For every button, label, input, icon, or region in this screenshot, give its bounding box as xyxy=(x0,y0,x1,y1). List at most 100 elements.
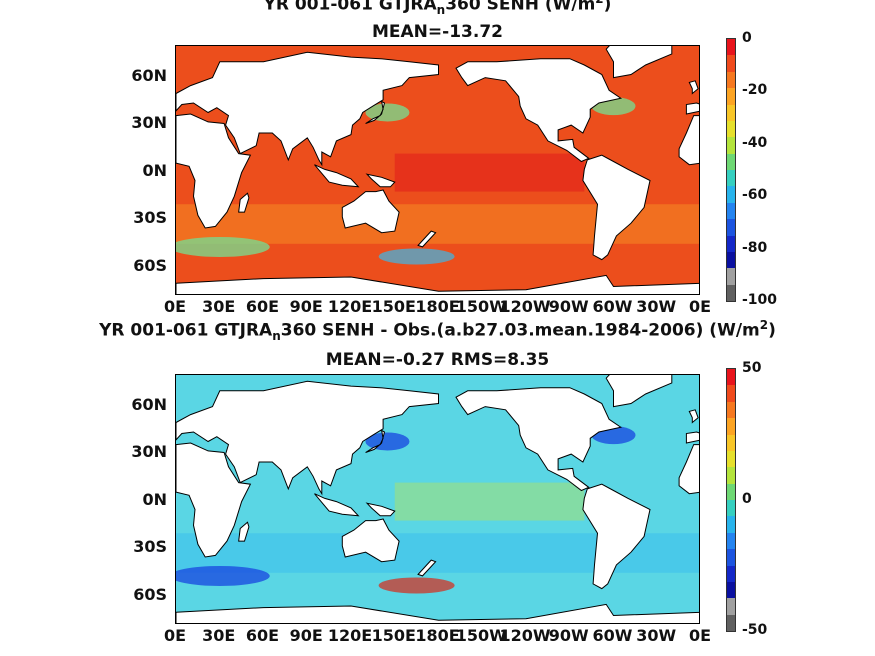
colorbar-swatch xyxy=(727,268,735,285)
colorbar-swatch xyxy=(727,598,735,615)
lon-label: 30E xyxy=(202,297,236,316)
map2-title: YR 001-061 GTJRAn360 SENH - Obs.(a.b27.0… xyxy=(99,318,776,344)
colorbar-swatch xyxy=(727,153,735,170)
lat-label: 30S xyxy=(133,208,167,228)
land-australia xyxy=(341,518,400,563)
lat-label: 30N xyxy=(131,442,167,462)
land-japan xyxy=(365,429,386,453)
land-antarctica xyxy=(176,274,699,294)
land-eurasia xyxy=(176,380,439,496)
colorbar-swatch xyxy=(727,369,735,386)
land-indonesia xyxy=(314,493,360,517)
map2-plot xyxy=(175,374,700,624)
lon-label: 90W xyxy=(548,626,589,645)
lon-label: 150W xyxy=(455,297,507,316)
land-greenland xyxy=(605,375,673,408)
land-uk xyxy=(688,80,699,95)
colorbar-swatch xyxy=(727,71,735,89)
land-japan xyxy=(365,100,386,124)
colorbar-swatch xyxy=(727,284,735,301)
colorbar-swatch xyxy=(727,401,735,419)
colorbar-tick-label: -100 xyxy=(742,292,778,308)
colorbar-swatch xyxy=(727,120,735,138)
colorbar-tick-label: -60 xyxy=(742,187,768,204)
lon-label: 60W xyxy=(592,626,633,645)
lon-label: 150W xyxy=(455,626,507,645)
land-africa xyxy=(176,113,252,229)
colorbar-swatch xyxy=(727,565,735,582)
land-westafrica xyxy=(678,444,699,495)
land-newzealand xyxy=(417,230,437,248)
lat-label: 60S xyxy=(133,584,167,604)
colorbar-swatch xyxy=(727,500,735,517)
map1-title: YR 001-061 GTJRAn360 SENH (W/m2) xyxy=(263,0,612,18)
land-northamerica xyxy=(455,387,623,492)
land-iberia xyxy=(685,102,699,115)
colorbar-tick-label: -40 xyxy=(742,134,768,151)
lat-label: 30N xyxy=(131,113,167,133)
land-newguinea xyxy=(365,173,396,188)
colorbar-swatch xyxy=(727,614,735,631)
colorbar-swatch xyxy=(727,516,735,533)
lat-label: 60S xyxy=(133,255,167,275)
lon-label: 120E xyxy=(327,297,373,316)
lat-label: 60N xyxy=(131,65,167,85)
map2-stats: MEAN=-0.27 RMS=8.35 xyxy=(325,350,550,370)
land-newzealand xyxy=(417,559,437,577)
map1-colorbar xyxy=(726,38,736,302)
colorbar-swatch xyxy=(727,235,735,252)
lon-label: 0E xyxy=(688,626,712,645)
lon-label: 120W xyxy=(499,297,551,316)
colorbar-swatch xyxy=(727,170,735,187)
colorbar-swatch xyxy=(727,251,735,269)
land-southamerica xyxy=(582,154,651,261)
land-uk xyxy=(688,409,699,424)
southern-blob-2 xyxy=(378,577,455,594)
colorbar-swatch xyxy=(727,202,735,220)
southern-blob-1 xyxy=(176,565,270,586)
colorbar-tick-label: 0 xyxy=(742,491,752,507)
map1-stats: MEAN=-13.72 xyxy=(372,22,503,42)
colorbar-swatch xyxy=(727,137,735,154)
land-newguinea xyxy=(365,502,396,517)
land-madagascar xyxy=(238,521,250,542)
land-greenland xyxy=(605,46,673,79)
lon-label: 60E xyxy=(245,626,280,645)
southern-blob-2 xyxy=(378,248,455,265)
lon-label: 0E xyxy=(688,297,712,316)
land-madagascar xyxy=(238,192,250,213)
lat-label: 60N xyxy=(131,394,167,414)
colorbar-swatch xyxy=(727,39,735,56)
lat-label: 0N xyxy=(142,160,167,180)
colorbar-tick-label: 0 xyxy=(742,30,752,46)
land-iberia xyxy=(685,431,699,444)
lon-label: 0E xyxy=(163,626,187,645)
lon-label: 150E xyxy=(371,297,416,316)
colorbar-swatch xyxy=(727,549,735,566)
tropical-band xyxy=(394,482,585,521)
colorbar-tick-label: -20 xyxy=(742,82,768,99)
lon-label: 90E xyxy=(289,297,323,316)
land-northamerica xyxy=(455,58,623,163)
land-westafrica xyxy=(678,115,699,166)
colorbar-swatch xyxy=(727,385,735,402)
lon-label: 0E xyxy=(163,297,187,316)
colorbar-swatch xyxy=(727,434,735,451)
land-antarctica xyxy=(176,603,699,623)
colorbar-swatch xyxy=(727,418,735,435)
lon-label: 30W xyxy=(636,297,677,316)
lon-label: 150E xyxy=(371,626,416,645)
lon-label: 90W xyxy=(548,297,589,316)
colorbar-swatch xyxy=(727,450,735,468)
colorbar-tick-label: -80 xyxy=(742,239,768,256)
colorbar-swatch xyxy=(727,55,735,72)
map2-colorbar xyxy=(726,368,736,632)
lat-label: 0N xyxy=(142,489,167,509)
land-australia xyxy=(341,189,400,234)
colorbar-swatch xyxy=(727,88,735,105)
colorbar-swatch xyxy=(727,186,735,203)
land-africa xyxy=(176,442,252,558)
lon-label: 120E xyxy=(327,626,373,645)
lon-label: 90E xyxy=(289,626,323,645)
lon-label: 60W xyxy=(592,297,633,316)
